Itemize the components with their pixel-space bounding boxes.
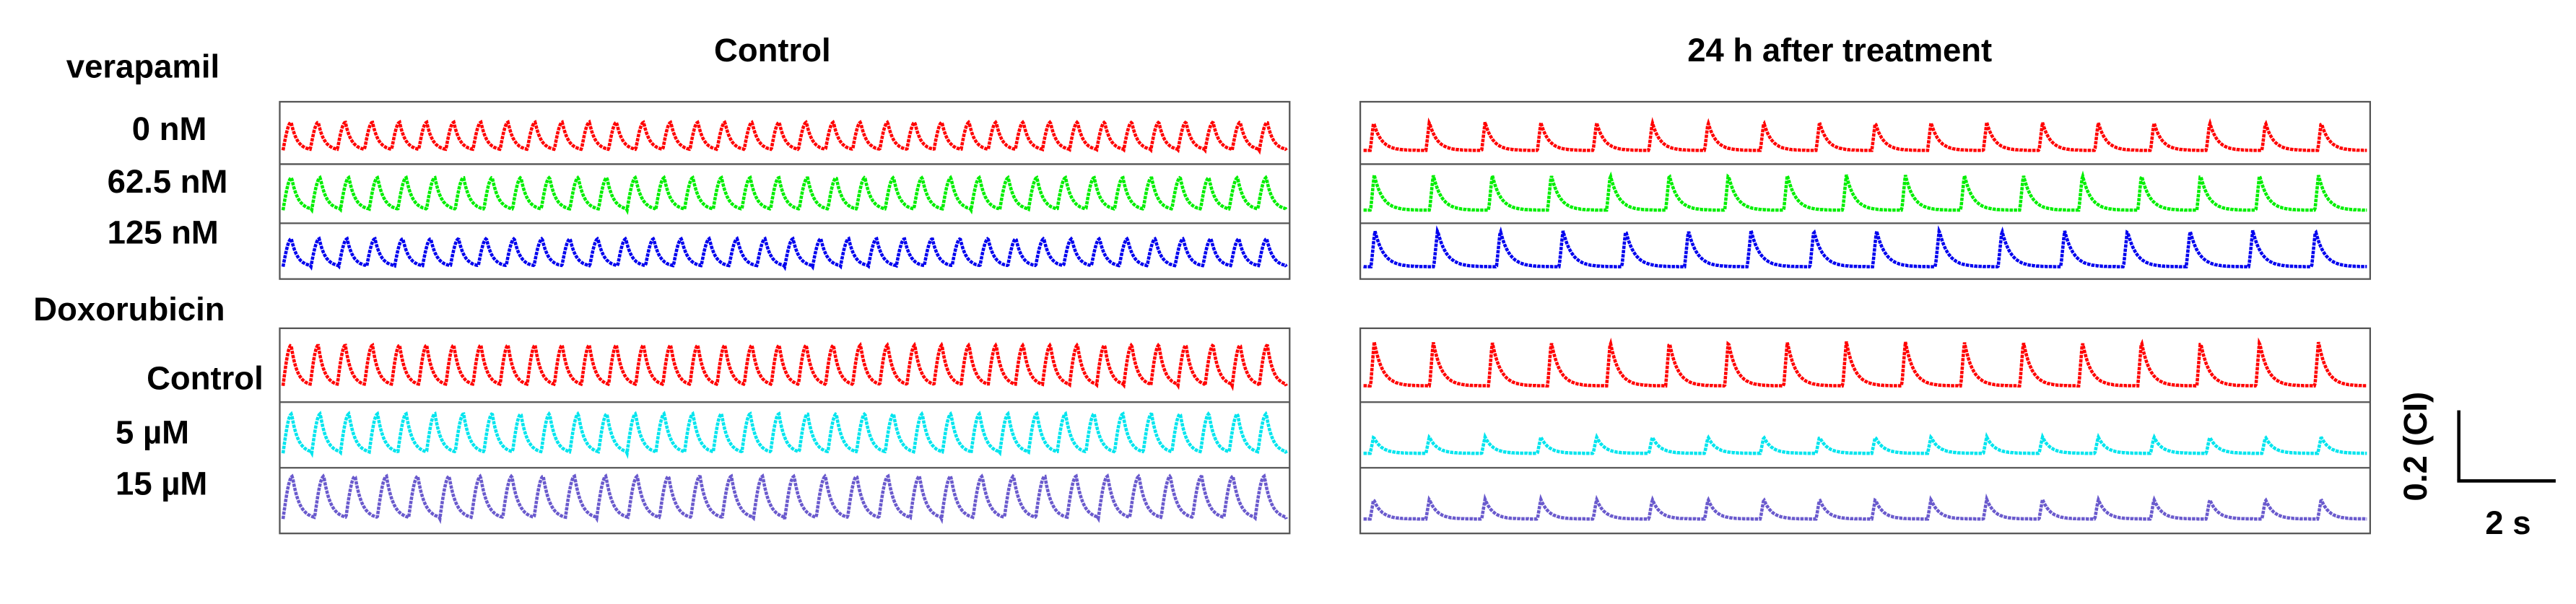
row-label: 0 nM [132, 110, 207, 147]
panel-frame [1359, 327, 2372, 535]
trace [281, 236, 1288, 271]
row-label: 125 nM [108, 214, 219, 250]
row-label: 5 µM [116, 414, 189, 451]
trace [1363, 493, 2367, 521]
trace [281, 411, 1288, 460]
scale-bar-x-label: 2 s [2485, 504, 2531, 541]
panel-frame [1359, 100, 2372, 280]
trace [1363, 337, 2367, 388]
trace [281, 175, 1288, 215]
column-title: Control [714, 32, 831, 69]
trace [1363, 170, 2367, 212]
column-title: 24 h after treatment [1687, 32, 1992, 69]
trace [281, 473, 1288, 525]
trace [1363, 225, 2367, 268]
scale-bar-y-label: 0.2 (CI) [2397, 392, 2434, 502]
trace [281, 119, 1288, 155]
trace [1363, 117, 2367, 152]
panel-frame [279, 100, 1291, 280]
row-label: 15 µM [116, 465, 207, 502]
trace [281, 341, 1288, 392]
trace [1363, 432, 2367, 455]
row-label: Control [147, 360, 264, 397]
group-label: Doxorubicin [33, 291, 225, 328]
group-label: verapamil [66, 48, 219, 85]
panel-frame [279, 327, 1291, 535]
row-label: 62.5 nM [108, 163, 228, 200]
